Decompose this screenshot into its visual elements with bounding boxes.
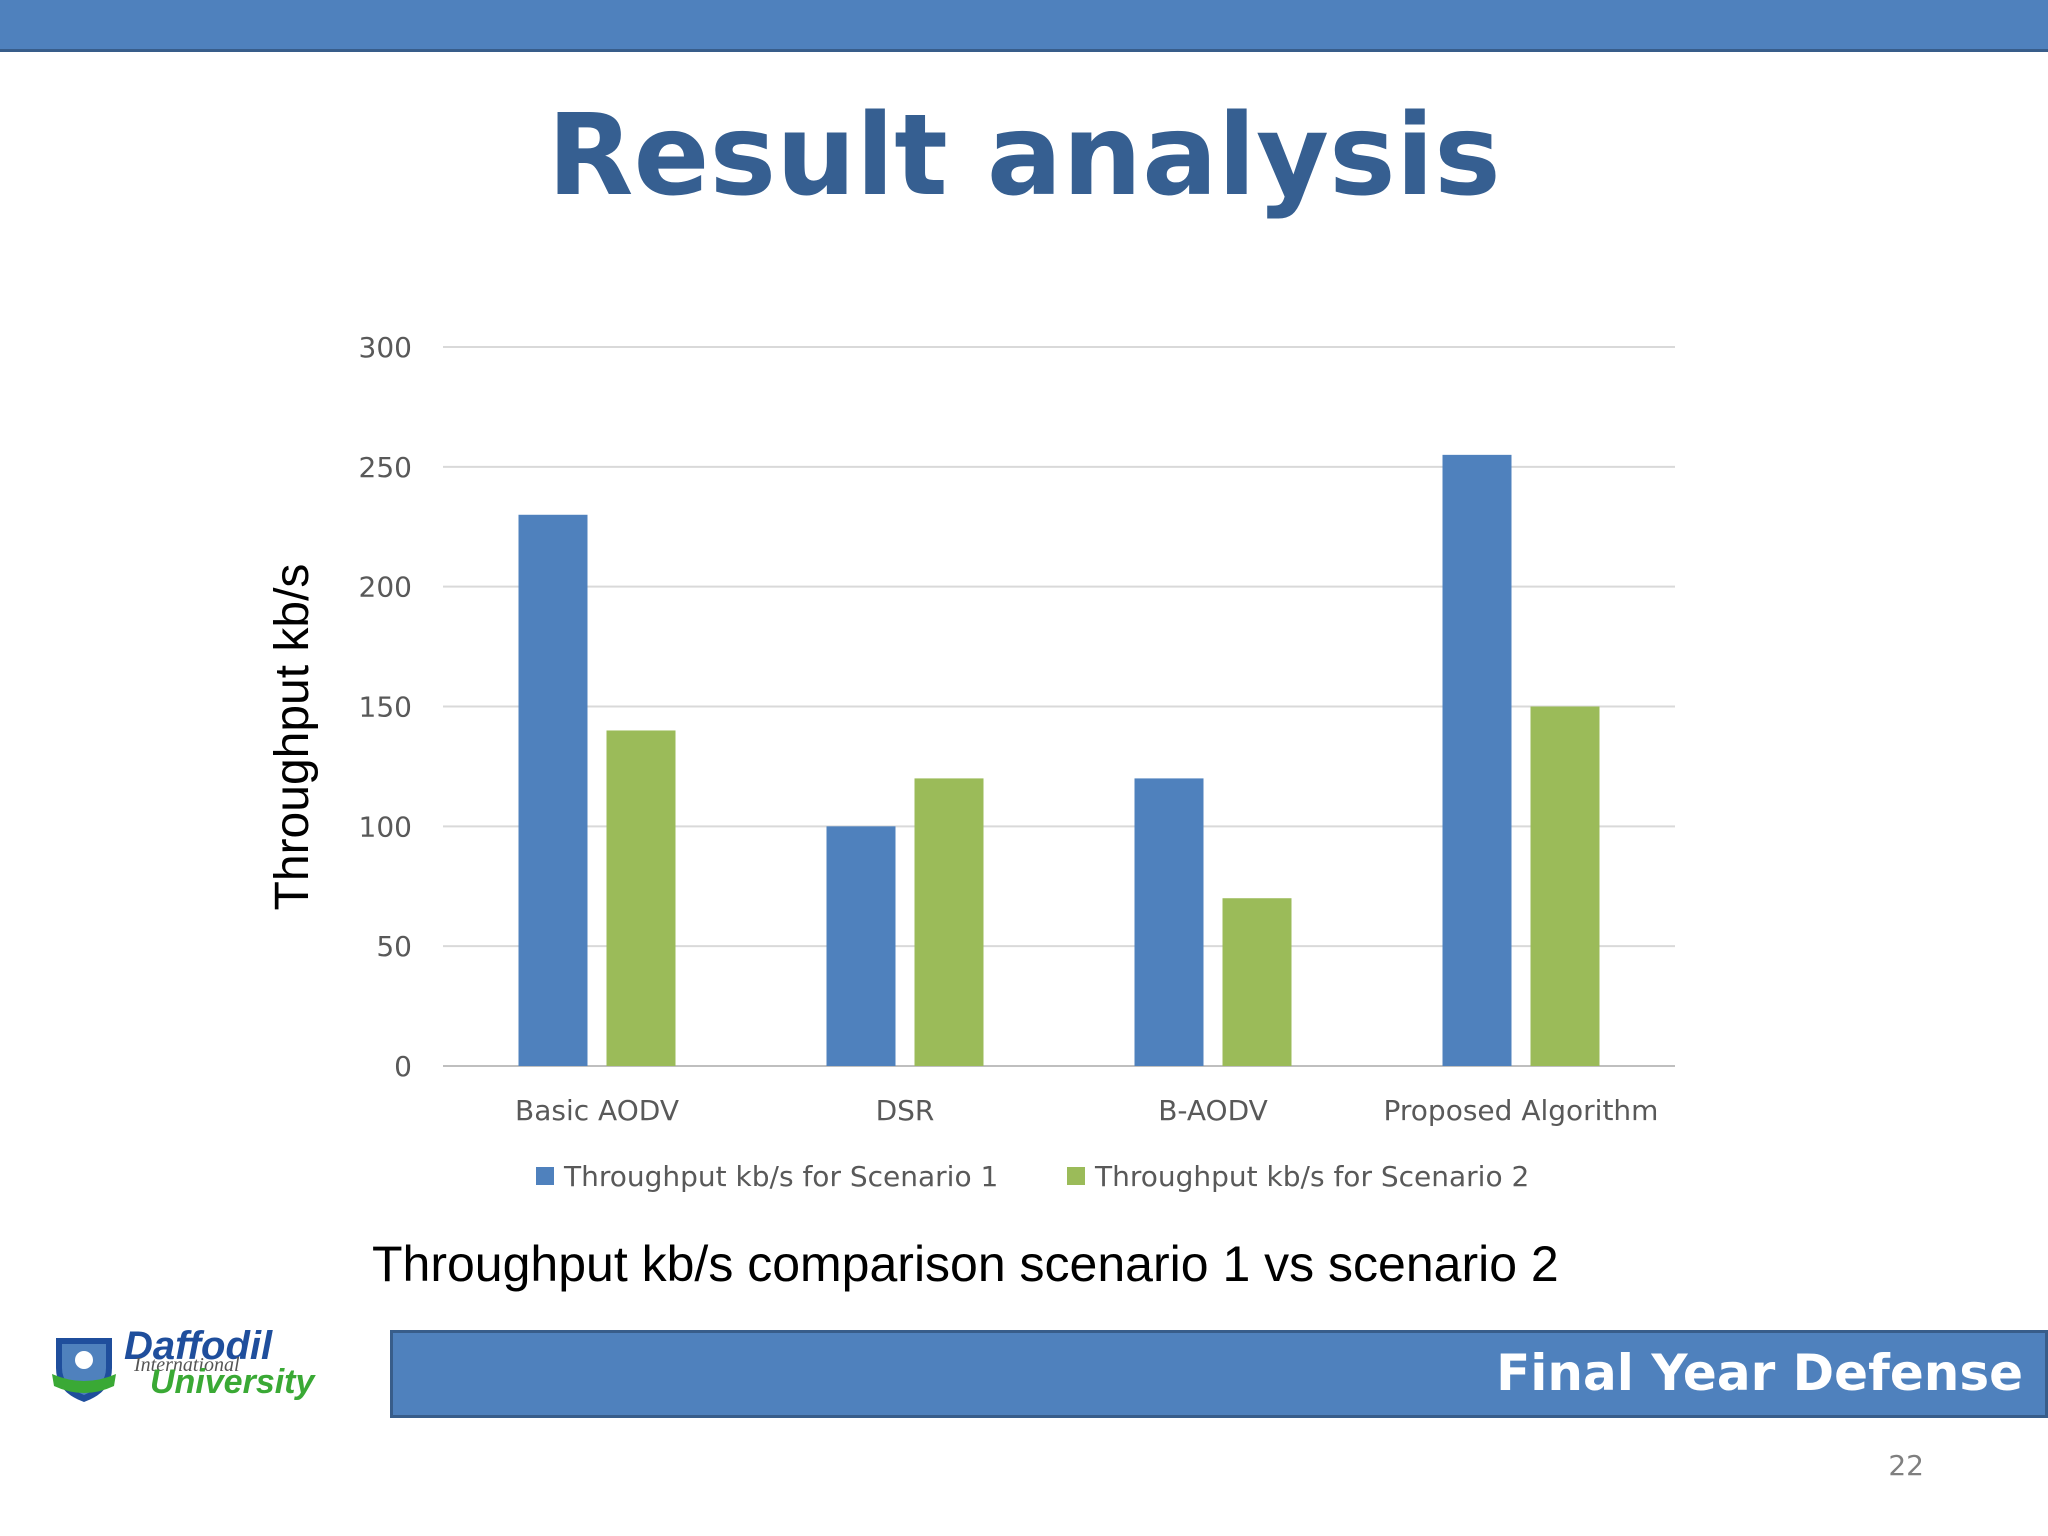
university-logo: Daffodil International University xyxy=(50,1324,320,1404)
bar-series2 xyxy=(1530,706,1600,1066)
footer-bar: Final Year Defense xyxy=(390,1330,2048,1418)
legend-swatch-series1 xyxy=(536,1167,554,1185)
y-axis-label: Throughput kb/s xyxy=(266,564,319,911)
bar-series2 xyxy=(914,778,984,1066)
y-tick-label: 0 xyxy=(394,1050,412,1083)
legend-label-series2: Throughput kb/s for Scenario 2 xyxy=(1094,1160,1529,1193)
top-banner-bar xyxy=(0,0,2048,52)
logo-text-university: University xyxy=(150,1363,315,1401)
logo-text-daffodil: Daffodil xyxy=(124,1324,273,1368)
legend-label-series1: Throughput kb/s for Scenario 1 xyxy=(563,1160,998,1193)
logo-text-international: International xyxy=(134,1354,240,1376)
x-category-label: Basic AODV xyxy=(515,1094,679,1127)
y-tick-label: 150 xyxy=(359,691,412,724)
bar-series1 xyxy=(1442,454,1512,1067)
y-tick-label: 250 xyxy=(359,451,412,484)
bar-series1 xyxy=(518,514,588,1066)
bar-series2 xyxy=(606,730,676,1066)
y-tick-label: 200 xyxy=(359,571,412,604)
university-emblem-icon xyxy=(52,1338,116,1402)
x-category-label: Proposed Algorithm xyxy=(1384,1094,1659,1127)
slide-title: Result analysis xyxy=(547,91,1501,221)
x-category-label: DSR xyxy=(876,1094,935,1127)
y-tick-label: 100 xyxy=(359,810,412,843)
footer-title: Final Year Defense xyxy=(1496,1344,2023,1402)
legend-swatch-series2 xyxy=(1067,1167,1085,1185)
y-tick-label: 50 xyxy=(376,930,412,963)
chart-caption: Throughput kb/s comparison scenario 1 vs… xyxy=(372,1236,1559,1292)
y-tick-label: 300 xyxy=(359,331,412,364)
bar-series1 xyxy=(1134,778,1204,1066)
bar-series2 xyxy=(1222,898,1292,1066)
x-category-label: B-AODV xyxy=(1158,1094,1268,1127)
page-number: 22 xyxy=(1888,1449,1924,1482)
bar-series1 xyxy=(826,826,896,1066)
